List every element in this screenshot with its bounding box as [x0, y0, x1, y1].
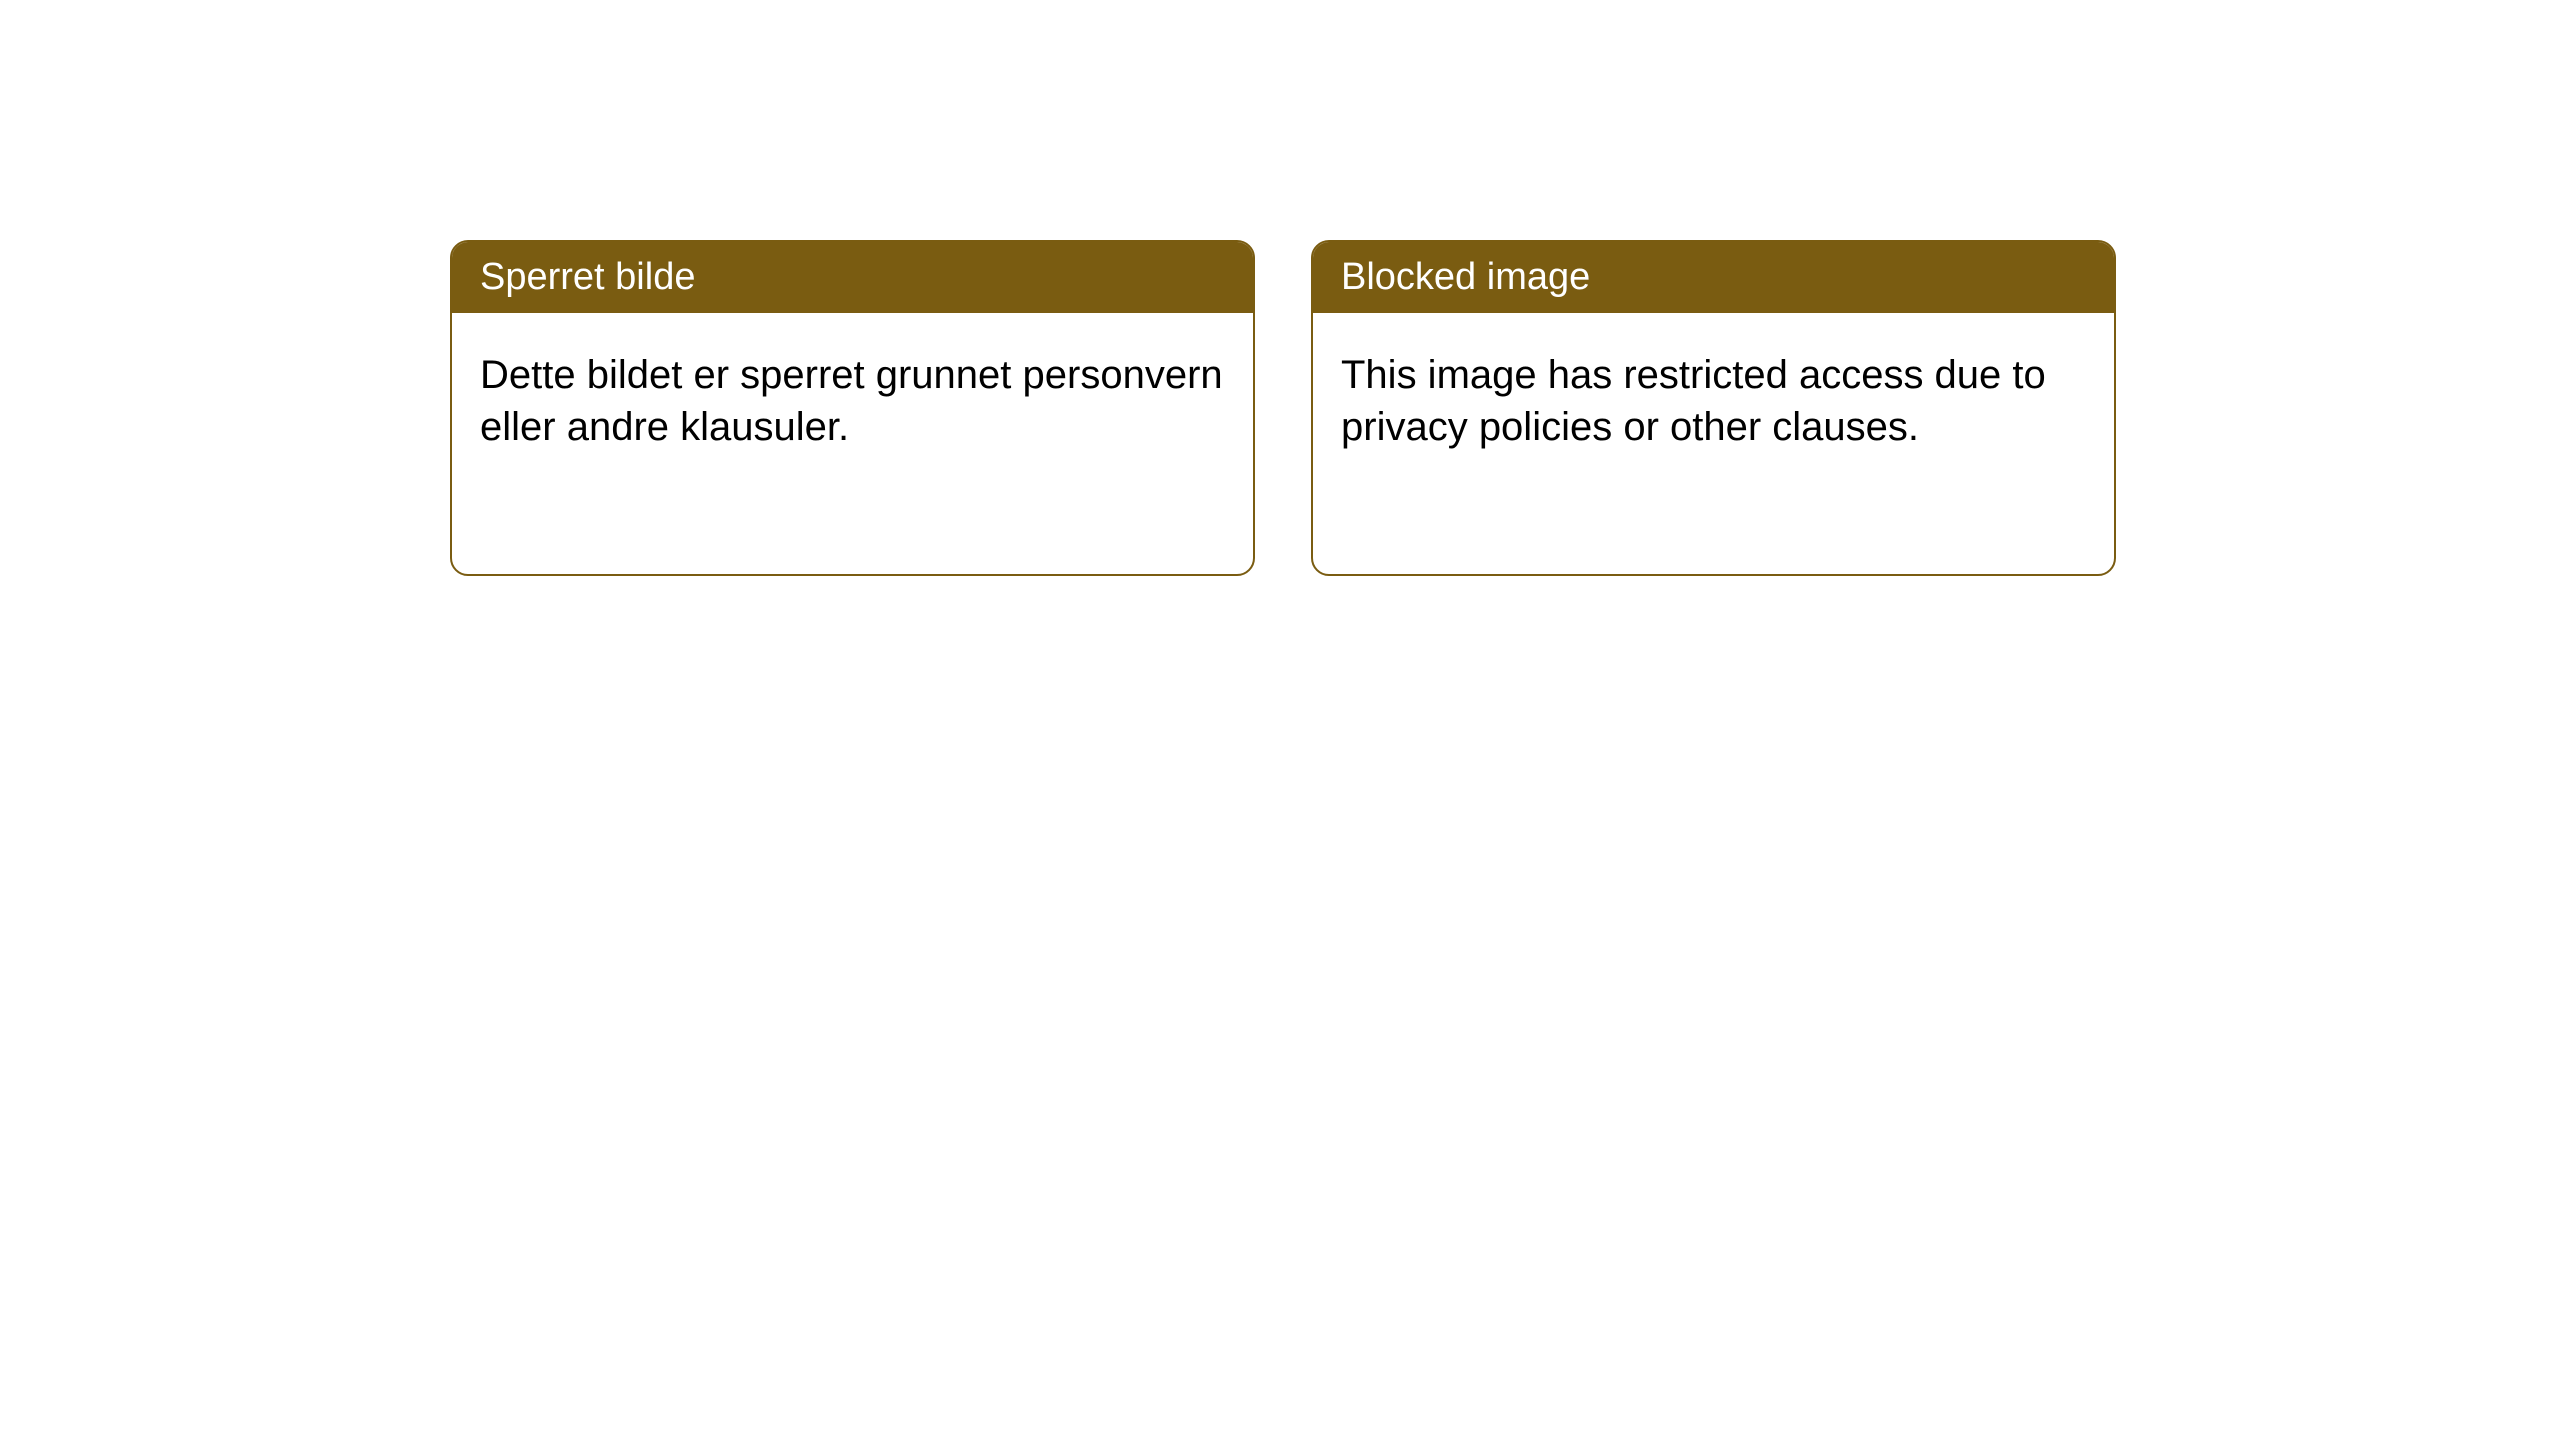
card-container: Sperret bilde Dette bildet er sperret gr…	[450, 240, 2116, 576]
card-body: This image has restricted access due to …	[1313, 313, 2114, 489]
blocked-image-card-norwegian: Sperret bilde Dette bildet er sperret gr…	[450, 240, 1255, 576]
card-message: This image has restricted access due to …	[1341, 353, 2046, 449]
card-title: Sperret bilde	[480, 256, 695, 298]
card-message: Dette bildet er sperret grunnet personve…	[480, 353, 1223, 449]
card-header: Blocked image	[1313, 242, 2114, 313]
card-body: Dette bildet er sperret grunnet personve…	[452, 313, 1253, 489]
blocked-image-card-english: Blocked image This image has restricted …	[1311, 240, 2116, 576]
card-title: Blocked image	[1341, 256, 1590, 298]
card-header: Sperret bilde	[452, 242, 1253, 313]
